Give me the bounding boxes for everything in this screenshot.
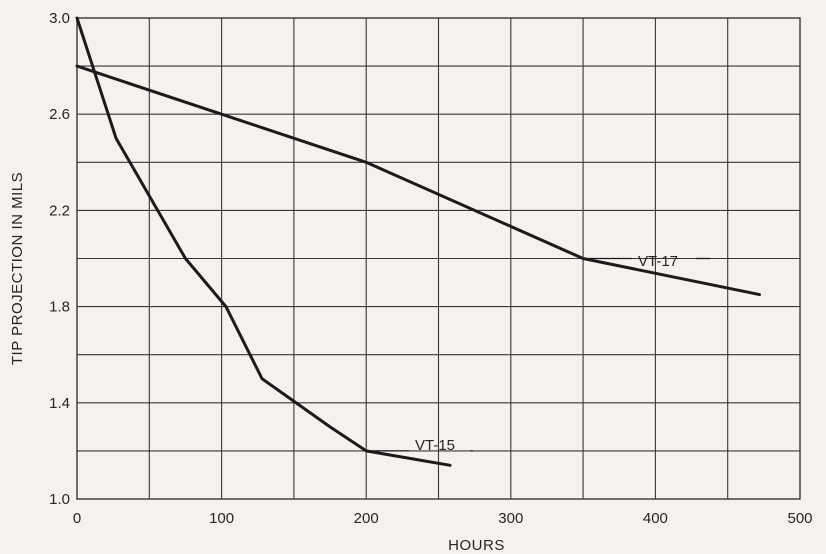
x-tick-label: 500 (787, 510, 812, 527)
x-tick-label: 0 (73, 510, 81, 527)
y-axis-ticks: 1.0 1.4 1.8 2.2 2.6 3.0 (49, 10, 70, 508)
x-tick-label: 400 (643, 510, 668, 527)
grid (77, 18, 800, 499)
y-tick-label: 2.6 (49, 106, 70, 123)
x-tick-label: 200 (354, 510, 379, 527)
y-tick-label: 2.2 (49, 202, 70, 219)
y-axis-title: TIP PROJECTION IN MILS (9, 172, 26, 365)
x-tick-label: 300 (498, 510, 523, 527)
series-label-vt-15: VT-15 (415, 437, 455, 454)
y-tick-label: 3.0 (49, 10, 70, 27)
y-tick-label: 1.4 (49, 395, 70, 412)
x-axis-title: HOURS (448, 537, 505, 554)
series-label-vt-17: VT-17 (638, 253, 678, 270)
series-line-vt-17 (75, 64, 762, 297)
y-tick-label: 1.0 (49, 491, 70, 508)
x-tick-label: 100 (209, 510, 234, 527)
series-line-vt-15 (75, 16, 452, 467)
x-axis-ticks: 0 100 200 300 400 500 (73, 510, 813, 527)
y-tick-label: 1.8 (49, 299, 70, 316)
plot-area-frame (76, 17, 801, 500)
series-group: VT-15 VT-17 (75, 16, 762, 467)
